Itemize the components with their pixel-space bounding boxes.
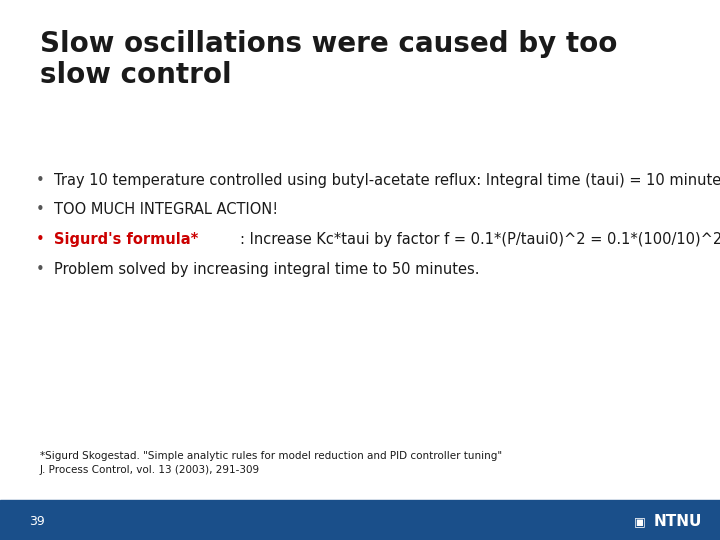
- Text: ▣: ▣: [634, 515, 645, 528]
- Text: NTNU: NTNU: [654, 514, 702, 529]
- Text: Sigurd's formula*: Sigurd's formula*: [54, 232, 199, 247]
- Text: •: •: [36, 262, 45, 277]
- Text: Problem solved by increasing integral time to 50 minutes.: Problem solved by increasing integral ti…: [54, 262, 480, 277]
- Text: TOO MUCH INTEGRAL ACTION!: TOO MUCH INTEGRAL ACTION!: [54, 202, 278, 218]
- Text: •: •: [36, 173, 45, 188]
- Text: •: •: [36, 202, 45, 218]
- Text: Slow oscillations were caused by too
slow control: Slow oscillations were caused by too slo…: [40, 30, 617, 89]
- Bar: [0, 500, 720, 540]
- Text: : Increase Kc*taui by factor f = 0.1*(P/taui0)^2 = 0.1*(100/10)^2 = 10.: : Increase Kc*taui by factor f = 0.1*(P/…: [240, 232, 720, 247]
- Text: •: •: [36, 232, 45, 247]
- Text: Tray 10 temperature controlled using butyl-acetate reflux: Integral time (taui) : Tray 10 temperature controlled using but…: [54, 173, 720, 188]
- Text: *Sigurd Skogestad. "Simple analytic rules for model reduction and PID controller: *Sigurd Skogestad. "Simple analytic rule…: [40, 451, 502, 475]
- Text: 39: 39: [29, 515, 45, 528]
